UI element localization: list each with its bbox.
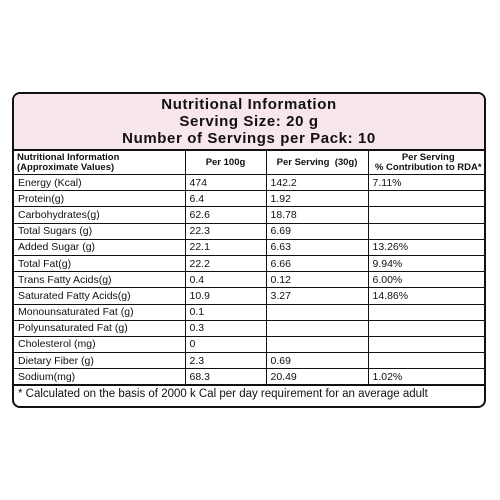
per-serving-cell: 6.66 bbox=[265, 254, 369, 273]
per-serving-cell bbox=[265, 319, 369, 337]
nutrient-cell: Polyunsaturated Fat (g) bbox=[14, 319, 186, 337]
footnote: * Calculated on the basis of 2000 k Cal … bbox=[14, 385, 484, 405]
table-row: Total Sugars (g) 22.3 6.69 bbox=[14, 222, 484, 240]
rda-cell bbox=[367, 352, 484, 370]
table-row: Carbohydrates(g) 62.6 18.78 bbox=[14, 206, 484, 224]
per-serving-cell: 0.12 bbox=[265, 271, 369, 289]
per-100g-cell: 62.6 bbox=[184, 206, 267, 224]
per-serving-cell: 142.2 bbox=[265, 173, 369, 192]
column-header-rda: Per Serving % Contribution to RDA* bbox=[367, 150, 484, 175]
nutrient-cell: Total Fat(g) bbox=[14, 254, 186, 273]
rda-cell bbox=[367, 335, 484, 354]
table-row: Energy (Kcal) 474 142.2 7.11% bbox=[14, 173, 484, 192]
table-row: Monounsaturated Fat (g) 0.1 bbox=[14, 303, 484, 321]
per-serving-cell: 6.69 bbox=[265, 222, 369, 240]
nutrition-label: Nutritional Information Serving Size: 20… bbox=[12, 92, 486, 408]
per-serving-cell: 20.49 bbox=[265, 368, 369, 386]
rda-cell: 13.26% bbox=[367, 238, 484, 256]
nutrient-cell: Carbohydrates(g) bbox=[14, 206, 186, 224]
rda-cell: 14.86% bbox=[367, 287, 484, 305]
nutrition-table: Nutritional Information (Approximate Val… bbox=[14, 150, 484, 386]
per-100g-cell: 0.3 bbox=[184, 319, 267, 337]
per-serving-cell: 6.63 bbox=[265, 238, 369, 256]
per-100g-cell: 22.3 bbox=[184, 222, 267, 240]
table-row: Dietary Fiber (g) 2.3 0.69 bbox=[14, 352, 484, 370]
table-row: Polyunsaturated Fat (g) 0.3 bbox=[14, 319, 484, 337]
column-header-per-serving: Per Serving (30g) bbox=[265, 150, 369, 175]
per-serving-cell bbox=[265, 335, 369, 354]
per-100g-cell: 10.9 bbox=[184, 287, 267, 305]
column-header-nutrient-text: Nutritional Information (Approximate Val… bbox=[17, 151, 120, 173]
table-row: Sodium(mg) 68.3 20.49 1.02% bbox=[14, 368, 484, 386]
per-100g-cell: 0 bbox=[184, 335, 267, 354]
nutrition-table-body: Energy (Kcal) 474 142.2 7.11% Protein(g) 6.4 1… bbox=[14, 173, 484, 386]
rda-cell bbox=[367, 206, 484, 224]
nutrient-cell: Monounsaturated Fat (g) bbox=[14, 303, 186, 321]
rda-cell: 6.00% bbox=[367, 271, 484, 289]
nutrient-cell: Cholesterol (mg) bbox=[14, 335, 186, 354]
table-row: Cholesterol (mg) 0 bbox=[14, 335, 484, 354]
per-100g-cell: 2.3 bbox=[184, 352, 267, 370]
column-header-per100: Per 100g bbox=[184, 150, 267, 175]
rda-cell bbox=[367, 190, 484, 208]
per-100g-cell: 6.4 bbox=[184, 190, 267, 208]
per-100g-cell: 0.4 bbox=[184, 271, 267, 289]
rda-cell: 7.11% bbox=[367, 173, 484, 192]
table-row: Trans Fatty Acids(g) 0.4 0.12 6.00% bbox=[14, 271, 484, 289]
table-row: Added Sugar (g) 22.1 6.63 13.26% bbox=[14, 238, 484, 256]
table-row: Saturated Fatty Acids(g) 10.9 3.27 14.86% bbox=[14, 287, 484, 305]
per-serving-cell: 3.27 bbox=[265, 287, 369, 305]
table-header-row: Nutritional Information (Approximate Val… bbox=[14, 150, 484, 175]
table-row: Protein(g) 6.4 1.92 bbox=[14, 190, 484, 208]
per-100g-cell: 68.3 bbox=[184, 368, 267, 386]
rda-cell bbox=[367, 222, 484, 240]
serving-size: Serving Size: 20 g bbox=[179, 113, 319, 130]
per-serving-cell: 18.78 bbox=[265, 206, 369, 224]
per-100g-cell: 22.1 bbox=[184, 238, 267, 256]
column-header-nutrient: Nutritional Information (Approximate Val… bbox=[14, 150, 186, 175]
nutrient-cell: Added Sugar (g) bbox=[14, 238, 186, 256]
table-row: Total Fat(g) 22.2 6.66 9.94% bbox=[14, 254, 484, 273]
nutrient-cell: Protein(g) bbox=[14, 190, 186, 208]
per-serving-cell bbox=[265, 303, 369, 321]
nutrition-header: Nutritional Information Serving Size: 20… bbox=[14, 94, 484, 150]
nutrient-cell: Sodium(mg) bbox=[14, 368, 186, 386]
nutrient-cell: Dietary Fiber (g) bbox=[14, 352, 186, 370]
rda-cell bbox=[367, 319, 484, 337]
per-serving-cell: 0.69 bbox=[265, 352, 369, 370]
nutrient-cell: Saturated Fatty Acids(g) bbox=[14, 287, 186, 305]
per-100g-cell: 0.1 bbox=[184, 303, 267, 321]
rda-cell: 1.02% bbox=[367, 368, 484, 386]
per-100g-cell: 474 bbox=[184, 173, 267, 192]
nutrient-cell: Total Sugars (g) bbox=[14, 222, 186, 240]
rda-cell bbox=[367, 303, 484, 321]
per-serving-cell: 1.92 bbox=[265, 190, 369, 208]
nutrient-cell: Energy (Kcal) bbox=[14, 173, 186, 192]
label-title: Nutritional Information bbox=[161, 96, 337, 113]
nutrient-cell: Trans Fatty Acids(g) bbox=[14, 271, 186, 289]
column-header-rda-text: Per Serving % Contribution to RDA* bbox=[374, 151, 482, 173]
rda-cell: 9.94% bbox=[367, 254, 484, 273]
per-100g-cell: 22.2 bbox=[184, 254, 267, 273]
servings-per-pack: Number of Servings per Pack: 10 bbox=[122, 130, 376, 147]
